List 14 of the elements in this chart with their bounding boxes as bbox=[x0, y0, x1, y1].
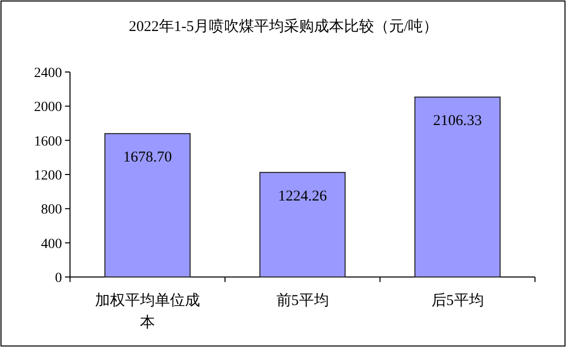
data-label: 1224.26 bbox=[278, 188, 327, 204]
ytick: 0 bbox=[55, 271, 62, 286]
xtick: 加权平均单位成本 bbox=[95, 293, 200, 331]
ytick: 800 bbox=[41, 202, 62, 218]
data-label: 2106.33 bbox=[433, 113, 482, 130]
ytick: 1200 bbox=[34, 168, 62, 184]
data-label: 1678.70 bbox=[123, 150, 172, 166]
ytick: 400 bbox=[41, 236, 62, 252]
ytick: 2400 bbox=[34, 66, 62, 81]
ytick: 1600 bbox=[34, 134, 62, 150]
xtick: 后5平均 bbox=[431, 293, 484, 309]
title: 2022年1-5月喷吹煤平均采购成本比较（元/吨） bbox=[128, 19, 438, 35]
ytick: 2000 bbox=[34, 100, 62, 116]
xtick: 前5平均 bbox=[276, 293, 329, 309]
